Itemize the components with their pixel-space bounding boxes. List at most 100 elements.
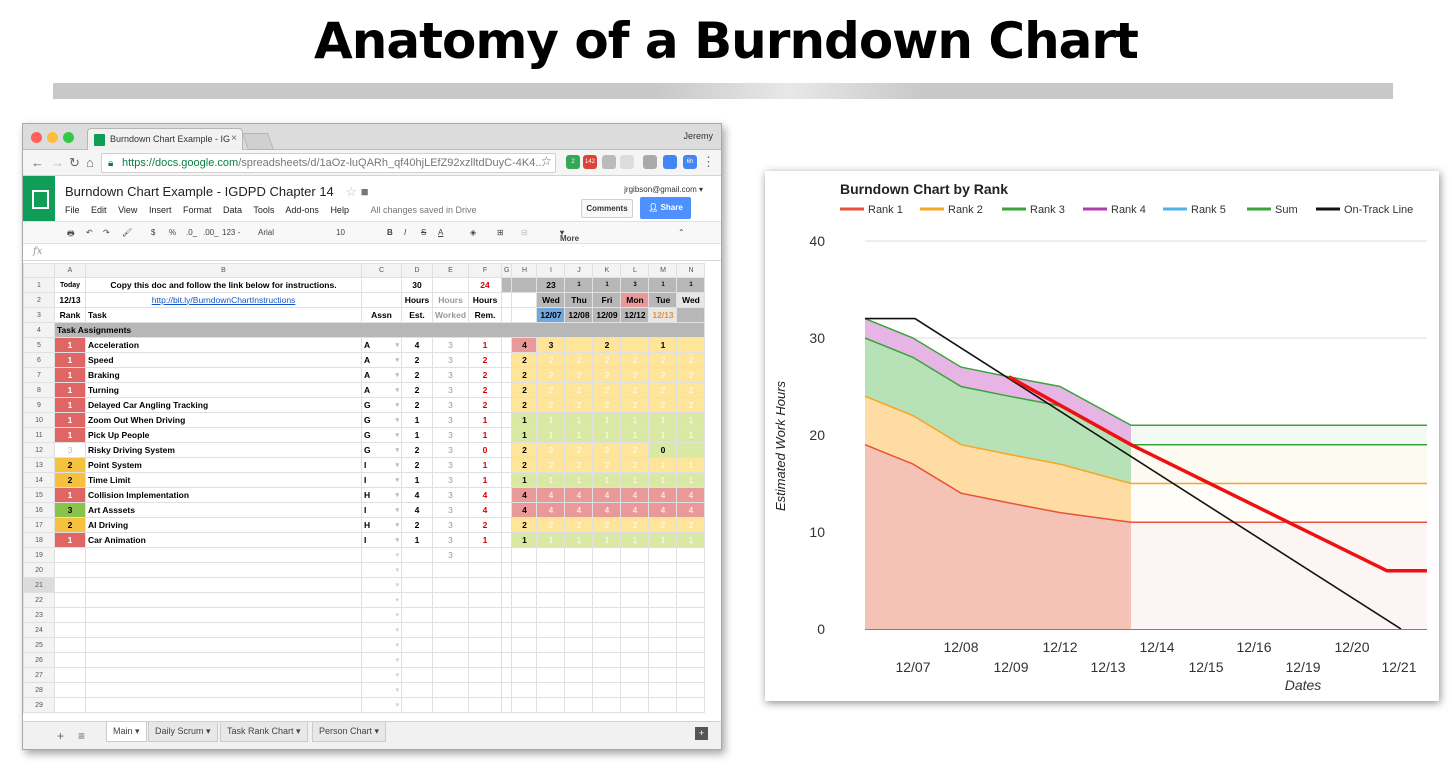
row-header[interactable]: 21 <box>23 577 55 593</box>
rank-cell[interactable]: 1 <box>54 367 86 383</box>
cell[interactable] <box>431 667 470 683</box>
cell[interactable] <box>85 592 362 608</box>
day-cell[interactable]: 2 <box>648 517 678 533</box>
estimate-cell[interactable]: 1 <box>401 427 433 443</box>
url-field[interactable]: 🔒︎ https://docs.google.com/spreadsheets/… <box>101 153 556 173</box>
day-cell[interactable]: 1 <box>511 472 538 488</box>
cell[interactable] <box>501 652 513 668</box>
cell[interactable] <box>648 607 678 623</box>
worked-cell[interactable]: 3 <box>431 457 470 473</box>
sheet-tab-task-rank-chart[interactable]: Task Rank Chart ▾ <box>220 722 308 742</box>
sheet-tab-person-chart[interactable]: Person Chart ▾ <box>312 722 387 742</box>
cell[interactable] <box>676 592 706 608</box>
day-cell[interactable]: 2 <box>620 517 650 533</box>
day-cell[interactable]: 2 <box>511 367 538 383</box>
day-cell[interactable]: 1 <box>536 472 566 488</box>
day-cell[interactable]: 2 <box>564 442 594 458</box>
currency-format-button[interactable]: $ <box>151 228 156 237</box>
font-size-dropdown[interactable]: 10 <box>336 228 345 237</box>
reload-icon[interactable]: ↻ <box>69 155 80 170</box>
day-cell[interactable]: 1 <box>676 412 706 428</box>
day-cell[interactable]: 2 <box>592 397 622 413</box>
cell[interactable] <box>501 502 513 518</box>
cell[interactable] <box>468 682 503 698</box>
assignee-cell[interactable]: I ▾ <box>361 532 402 548</box>
maximize-window-icon[interactable] <box>63 132 74 143</box>
cell[interactable]: ▾ <box>361 622 402 638</box>
cell[interactable] <box>648 562 678 578</box>
cell[interactable] <box>501 457 513 473</box>
cell[interactable] <box>401 637 433 653</box>
remaining-cell[interactable]: 1 <box>468 337 503 353</box>
cell[interactable] <box>592 562 622 578</box>
cell[interactable]: ▾ <box>361 667 402 683</box>
cell[interactable] <box>648 637 678 653</box>
cell[interactable] <box>511 562 538 578</box>
column-header-c[interactable]: C <box>361 263 402 278</box>
sheet-tab-daily-scrum[interactable]: Daily Scrum ▾ <box>148 722 218 742</box>
rank-cell[interactable]: 2 <box>54 517 86 533</box>
bold-button[interactable]: B <box>387 228 393 237</box>
day-cell[interactable]: 1 <box>676 427 706 443</box>
cell[interactable] <box>401 562 433 578</box>
day-cell[interactable] <box>676 442 706 458</box>
row-header[interactable]: 6 <box>23 352 55 368</box>
comments-button[interactable]: Comments <box>581 199 633 218</box>
worked-cell[interactable]: 3 <box>431 472 470 488</box>
menu-addons[interactable]: Add-ons <box>285 205 319 215</box>
formula-bar[interactable]: fx <box>23 244 721 261</box>
day-cell[interactable]: 4 <box>620 487 650 503</box>
cell[interactable]: ▾ <box>361 682 402 698</box>
day-cell[interactable]: 1 <box>648 412 678 428</box>
row-header[interactable]: 10 <box>23 412 55 428</box>
cell[interactable] <box>592 547 622 563</box>
font-dropdown[interactable]: Arial <box>258 228 275 237</box>
row-header[interactable]: 22 <box>23 592 55 608</box>
day-cell[interactable]: 4 <box>564 502 594 518</box>
header-cell[interactable]: 1 <box>592 277 622 293</box>
worked-cell[interactable]: 3 <box>431 532 470 548</box>
row-header[interactable]: 25 <box>23 637 55 653</box>
cell[interactable] <box>85 637 362 653</box>
row-header[interactable]: 19 <box>23 547 55 563</box>
cell[interactable] <box>620 667 650 683</box>
row-header[interactable]: 12 <box>23 442 55 458</box>
cell[interactable] <box>648 547 678 563</box>
estimate-cell[interactable]: 4 <box>401 502 433 518</box>
cell[interactable] <box>620 607 650 623</box>
estimate-cell[interactable]: 1 <box>401 412 433 428</box>
cell[interactable] <box>592 622 622 638</box>
cell[interactable] <box>401 682 433 698</box>
cell[interactable] <box>85 622 362 638</box>
cell[interactable] <box>431 562 470 578</box>
cell[interactable] <box>511 577 538 593</box>
sheet-table[interactable]: A B C D E F G H I J K L M N 1 Today Copy this doc and fo… <box>23 263 706 713</box>
column-header-l[interactable]: L <box>620 263 650 278</box>
cell[interactable] <box>564 577 594 593</box>
chevron-down-icon[interactable]: ▾ <box>395 671 399 679</box>
column-header-h[interactable]: H <box>511 263 538 278</box>
worked-cell[interactable]: 3 <box>431 547 470 563</box>
header-cell[interactable]: 23 <box>536 277 566 293</box>
task-cell[interactable]: Risky Driving System <box>85 442 362 458</box>
cell[interactable] <box>54 682 86 698</box>
row-header[interactable]: 2 <box>23 292 55 308</box>
cell[interactable] <box>501 337 513 353</box>
row-header[interactable]: 24 <box>23 622 55 638</box>
header-cell[interactable]: Rem. <box>468 307 503 323</box>
chevron-down-icon[interactable]: ▾ <box>395 371 399 379</box>
home-icon[interactable]: ⌂ <box>86 155 94 170</box>
extension-icon[interactable] <box>602 155 616 169</box>
chevron-down-icon[interactable]: ▾ <box>395 611 399 619</box>
day-cell[interactable]: 1 <box>564 472 594 488</box>
day-cell[interactable]: 2 <box>592 352 622 368</box>
cell[interactable] <box>564 682 594 698</box>
cell[interactable] <box>401 652 433 668</box>
cell[interactable] <box>501 682 513 698</box>
cell[interactable] <box>620 652 650 668</box>
assignee-cell[interactable]: A ▾ <box>361 337 402 353</box>
number-format-dropdown[interactable]: 123 - <box>222 228 241 237</box>
cell[interactable] <box>85 562 362 578</box>
cell[interactable] <box>501 562 513 578</box>
assignee-cell[interactable]: G ▾ <box>361 442 402 458</box>
